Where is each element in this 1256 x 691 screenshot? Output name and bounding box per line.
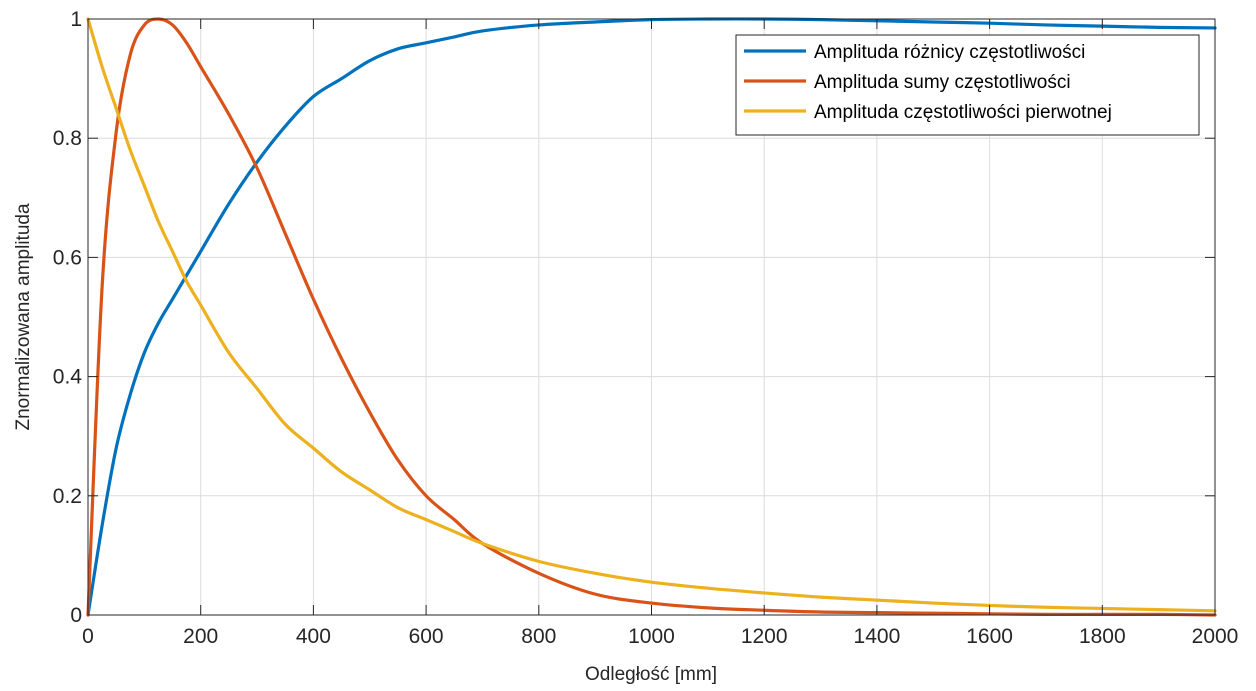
legend-label-3: Amplituda częstotliwości pierwotnej (814, 102, 1112, 123)
x-tick-label: 1200 (741, 625, 788, 648)
y-tick-label: 0 (70, 604, 82, 627)
series-line-3 (86, 17, 1217, 613)
x-tick-label: 400 (296, 625, 331, 648)
series-lines (86, 17, 1217, 617)
x-axis-title: Odległość [mm] (585, 664, 717, 685)
x-tick-label: 0 (82, 625, 94, 648)
x-tick-label: 200 (183, 625, 218, 648)
x-tick-label: 1400 (854, 625, 901, 648)
series-line-1 (86, 17, 1217, 617)
legend: Amplituda różnicy częstotliwości Amplitud… (735, 34, 1200, 136)
x-tick-label: 800 (521, 625, 556, 648)
x-tick-label: 600 (409, 625, 444, 648)
legend-label-2: Amplituda sumy częstotliwości (814, 72, 1071, 93)
legend-label-1: Amplituda różnicy częstotliwości (814, 42, 1085, 63)
y-tick-label: 0.4 (53, 366, 83, 389)
x-tick-label: 1800 (1079, 625, 1126, 648)
y-tick-label: 0.6 (53, 246, 82, 269)
x-tick-label: 1000 (628, 625, 675, 648)
y-tick-label: 0.8 (53, 127, 82, 150)
x-tick-label: 2000 (1192, 625, 1239, 648)
series-line-2 (86, 17, 1217, 617)
y-axis-title: Znormalizowana amplituda (13, 203, 34, 430)
y-tick-label: 0.2 (53, 485, 82, 508)
legend-box (735, 34, 1200, 136)
y-tick-label: 1 (70, 8, 82, 31)
x-tick-label: 1600 (966, 625, 1013, 648)
axis-ticks: 0 200 400 600 800 1000 1200 1400 1600 1800 2000 0 0.… (53, 8, 1239, 648)
